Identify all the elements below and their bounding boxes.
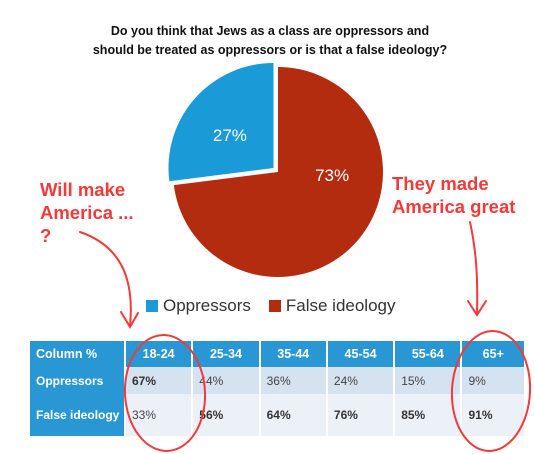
table-cell: 9%: [462, 367, 526, 394]
annotation-left-text: Will make America ... ?: [40, 179, 134, 246]
table-cell: 67%: [126, 367, 194, 394]
table-cell: 56%: [193, 394, 261, 436]
row-label: False ideology: [30, 394, 126, 436]
legend-item-false-ideology: False ideology: [268, 296, 396, 316]
pie-data-label: 27%: [213, 126, 247, 145]
table-row: False ideology 33% 56% 64% 76% 85% 91%: [30, 394, 526, 436]
annotation-right: They made America great: [392, 172, 527, 218]
table-cell: 44%: [193, 367, 261, 394]
legend-item-oppressors: Oppressors: [146, 296, 251, 316]
annotation-right-text: They made America great: [392, 173, 516, 217]
table-header-cell: 18-24: [126, 341, 194, 367]
table-header-cell: 35-44: [260, 341, 328, 367]
pie-slice-oppressors: [168, 63, 274, 182]
table-cell: 64%: [260, 394, 328, 436]
row-label: Oppressors: [30, 367, 126, 394]
table-cell: 15%: [395, 367, 463, 394]
table-cell: 76%: [327, 394, 396, 436]
legend: Oppressors False ideology: [146, 296, 414, 316]
legend-swatch-oppressors: [146, 300, 158, 312]
table-header-cell: 45-54: [327, 341, 396, 367]
table-cell: 24%: [327, 367, 396, 394]
table-cell: 85%: [395, 394, 463, 436]
table-header-row: Column % 18-24 25-34 35-44 45-54 55-64 6…: [30, 341, 526, 367]
annotation-left: Will make America ... ?: [40, 178, 150, 247]
legend-label-false-ideology: False ideology: [285, 296, 396, 315]
table-row: Oppressors 67% 44% 36% 24% 15% 9%: [30, 367, 526, 394]
table-header-cell: 25-34: [193, 341, 261, 367]
table-cell: 33%: [126, 394, 194, 436]
table-header-cell: 55-64: [395, 341, 463, 367]
chart-title: Do you think that Jews as a class are op…: [92, 24, 448, 57]
pie-slice-false-ideology: [173, 67, 383, 278]
table-cell: 36%: [260, 367, 328, 394]
legend-label-oppressors: Oppressors: [163, 296, 251, 315]
legend-swatch-false-ideology: [268, 300, 281, 312]
age-breakdown-table: Column % 18-24 25-34 35-44 45-54 55-64 6…: [30, 341, 526, 436]
table-header-label: Column %: [30, 341, 126, 367]
pie-data-label: 73%: [315, 166, 349, 185]
table-header-cell: 65+: [462, 341, 526, 367]
table-cell: 91%: [462, 394, 526, 436]
